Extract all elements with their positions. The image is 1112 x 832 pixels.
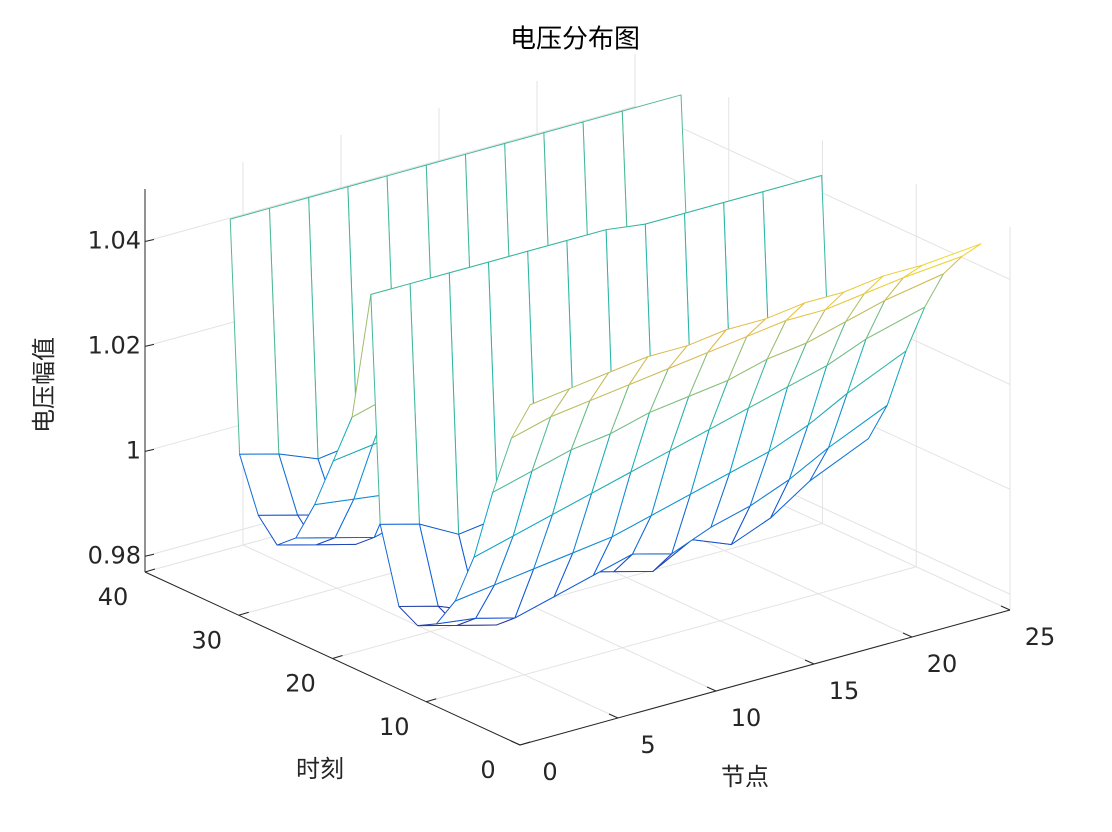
mesh-layer [229,94,982,627]
mesh-cell [510,388,570,439]
y-tick [238,611,249,616]
x-tick-label: 25 [1025,623,1056,651]
z-tick-label: 0.98 [88,541,141,569]
z-tick [144,238,155,242]
x-tick [804,659,815,665]
x-tick-label: 10 [731,704,762,732]
y-tick [332,655,343,659]
x-tick [510,740,521,746]
x-tick-label: 15 [829,677,860,705]
z-axis-label: 电压幅值 [30,337,58,433]
z-tick [144,448,155,452]
y-tick [144,568,156,573]
z-tick [144,553,155,557]
z-tick [144,343,155,347]
y-tick-label: 20 [285,670,316,698]
y-tick-label: 0 [480,756,495,784]
x-tick [706,686,717,692]
z-tick-label: 1 [126,436,141,464]
y-tick-label: 10 [379,713,410,741]
grid-line [332,523,823,659]
x-axis-label: 节点 [721,763,769,791]
z-tick-label: 1.02 [88,331,141,359]
x-tick [902,632,913,638]
x-tick-label: 0 [542,758,557,786]
y-tick-label: 30 [191,626,222,654]
y-tick [426,698,437,703]
y-axis-label: 时刻 [296,755,344,783]
z-tick-label: 1.04 [88,226,141,254]
y-tick-label: 40 [98,583,129,611]
x-axis [519,609,1011,746]
y-tick [519,741,531,746]
x-tick [608,713,619,719]
x-tick-label: 20 [927,650,958,678]
grid-line [426,566,917,703]
x-tick [1000,605,1011,611]
grid-line [144,105,636,242]
axis-layer: 0 5 10 15 20 25 0 10 20 30 40 0.98 1 1.02 1.04 [88,189,1056,786]
x-tick-label: 5 [640,731,655,759]
chart-title: 电压分布图 [510,25,640,55]
